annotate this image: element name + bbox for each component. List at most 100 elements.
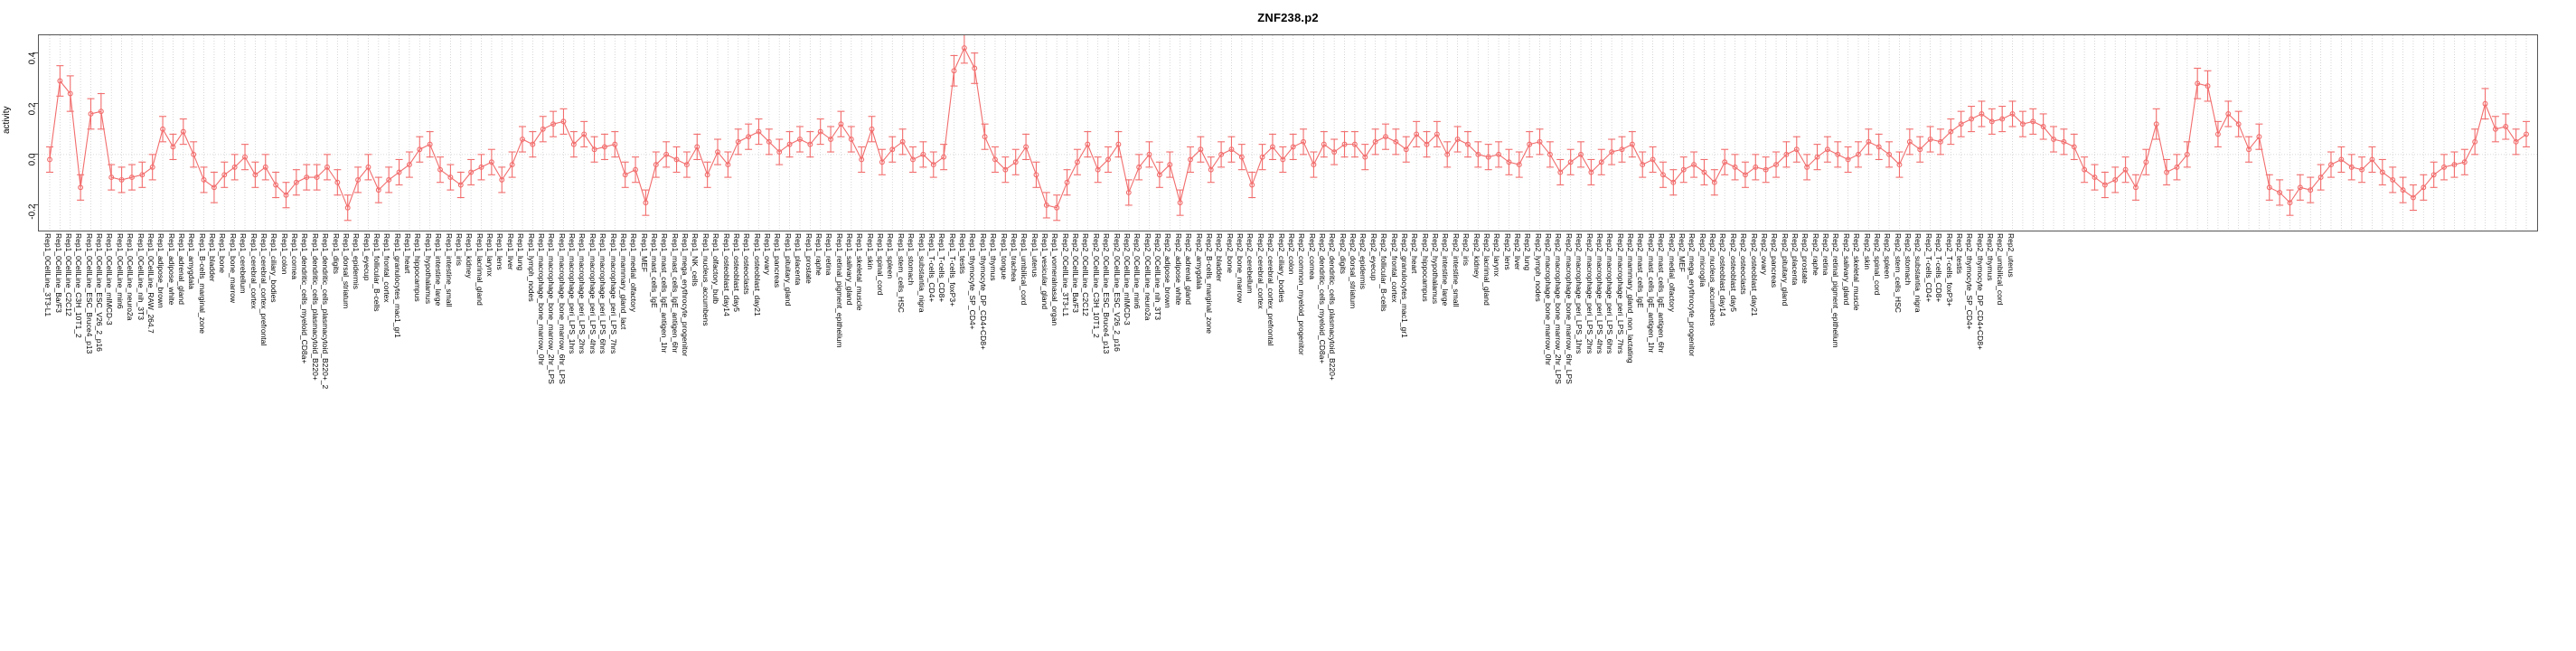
x-tick-label: Rep2_osteoblast_day14 [1718,233,1728,316]
x-tick-label: Rep1_0CellLine_nih_3T3 [136,233,146,320]
x-tick-label: Rep1_bone [218,233,228,273]
x-tick-label: Rep1_ovary [763,233,773,275]
x-tick-label: Rep1_0CellLine_RAW_264.7 [146,233,155,334]
x-tick-label: Rep2_prostate [1800,233,1810,284]
x-tick-label: Rep2_osteoblast_day21 [1749,233,1759,316]
x-tick-label: Rep1_pancreas [773,233,783,288]
x-tick-label: Rep2_microglia [1697,233,1707,288]
x-tick-label: Rep1_0CellLine_ESC_Bruce4_p13 [84,233,94,354]
x-tick-label: Rep1_trachea [1009,233,1019,282]
x-tick-label: Rep1_bladder [208,233,218,282]
x-tick-label: Rep1_dendritic_cells_myeloid_CD8a+ [300,233,310,364]
x-tick-label: Rep2_granulocytes_mac1_gr1 [1399,233,1409,338]
y-tick-mark [33,203,38,205]
x-tick-label: Rep1_spinal_cord [876,233,886,296]
x-tick-label: Rep1_stomach [907,233,917,286]
x-tick-label: Rep2_retinal_pigment_epithelium [1831,233,1841,348]
x-tick-label: Rep1_B-cells_marginal_zone [197,233,207,335]
x-tick-label: Rep1_vesicular_gland [1040,233,1050,310]
x-tick-label: Rep2_bladder [1215,233,1225,282]
x-tick-label: Rep2_adipose_brown [1163,233,1173,308]
x-tick-label: Rep2_0CellLine_C3H_10T1_2 [1091,233,1101,338]
y-tick-label: 0.4 [27,52,38,65]
x-tick-label: Rep1_pituitary_gland [783,233,793,307]
x-tick-label: Rep1_kidney [465,233,475,278]
x-tick-label: Rep1_dorsal_striatum [341,233,351,309]
x-tick-label: Rep1_macrophage_peri_LPS_2hrs [578,233,588,354]
x-tick-label: Rep1_liver [505,233,515,270]
x-tick-label: Rep2_T-cells_CD4+ [1923,233,1933,303]
y-tick-mark [33,153,38,155]
x-tick-label: Rep1_osteoclasts [742,233,752,295]
x-tick-label: Rep2_macrophage_peri_LPS_1hrs [1575,233,1584,354]
y-tick-mark [33,102,38,104]
x-tick-label: Rep1_thymus [989,233,999,281]
x-tick-label: Rep2_umbilical_cord [1996,233,2006,306]
x-tick-label: Rep2_0CellLine_mIMCD-3 [1122,233,1132,326]
x-tick-label: Rep1_hippocampus [413,233,423,302]
x-tick-label: Rep2_spleen [1883,233,1893,279]
x-tick-label: Rep2_mega_erythrocyte_progenitor [1688,233,1697,357]
x-tick-label: Rep2_T-cells_CD8+ [1934,233,1944,303]
x-tick-label: Rep2_T-cells_foxP3+ [1944,233,1954,307]
x-tick-label: Rep2_stomach [1904,233,1913,286]
x-tick-label: Rep2_larynx [1492,233,1502,277]
x-tick-label: Rep2_mast_cells_IgE [1636,233,1646,308]
x-tick-label: Rep2_macrophage_peri_LPS_7hrs [1615,233,1625,354]
x-tick-label: Rep1_raphe [813,233,823,276]
x-tick-label: Rep1_testis [958,233,968,274]
x-tick-label: Rep1_salivary_gland [845,233,854,306]
x-tick-label: Rep1_0CellLine_Ba/F3 [53,233,63,313]
x-tick-label: Rep1_granulocytes_mac1_gr1 [392,233,402,338]
x-tick-label: Rep1_mast_cells_IgE [649,233,659,308]
x-tick-label: Rep1_mast_cells_IgE_antigen_6hr [670,233,680,354]
x-tick-label: Rep1_macrophage_bone_marrow_0hr [536,233,546,366]
x-tick-label: Rep1_macrophage_bone_marrow_2hr_LPS [547,233,557,384]
x-tick-label: Rep1_prostate [804,233,813,284]
x-tick-label: Rep1_lacrimal_gland [475,233,484,306]
x-tick-label: Rep2_testis [1954,233,1964,274]
x-tick-label: Rep2_mammary_gland_non_lactating [1626,233,1636,363]
x-tick-label: Rep2_0CellLine_min6 [1133,233,1142,309]
x-tick-label: Rep1_T-cells_CD4+ [926,233,936,303]
x-tick-label: Rep1_osteoblast_day21 [752,233,762,316]
x-tick-label: Rep1_intestine_large [434,233,444,307]
x-tick-label: Rep2_lung [1523,233,1533,271]
x-tick-label: Rep2_thymus [1985,233,1995,281]
x-tick-label: Rep2_intestine_small [1451,233,1461,307]
x-tick-label: Rep2_0CellLine_ESC_Bruce4_p13 [1102,233,1112,354]
x-tick-label: Rep2_adipose_white [1173,233,1183,306]
x-tick-label: Rep1_macrophage_peri_LPS_6hrs [598,233,608,354]
x-tick-label: Rep1_tongue [999,233,1009,280]
x-tick-label: Rep1_osteoblast_day14 [721,233,731,316]
y-tick: -0.2 [5,199,38,219]
x-tick-label: Rep2_0CellLine_Ba/F3 [1071,233,1081,313]
x-tick-label: Rep1_digits [331,233,341,274]
x-tick-label: Rep1_macrophage_peri_LPS_7hrs [608,233,618,354]
x-tick-label: Rep2_nucleus_accumbens [1708,233,1718,326]
x-tick-label: Rep1_0CellLine_C3H_10T1_2 [74,233,84,338]
x-tick-label: Rep2_pancreas [1770,233,1780,288]
x-tick-label: Rep1_epidermis [352,233,362,289]
x-tick-label: Rep1_retina [824,233,834,276]
x-tick-label: Rep1_ciliary_bodies [269,233,279,303]
x-tick-label: Rep1_mast_cells_IgE_antigen_1hr [660,233,670,354]
x-tick-label: Rep2_placenta [1790,233,1800,286]
x-tick-label: Rep2_bone_marrow [1236,233,1246,304]
x-tick-label: Rep1_lens [495,233,505,270]
y-tick: 0.2 [5,98,38,115]
x-tick-label: Rep2_heart [1410,233,1420,274]
x-tick-label: Rep1_substantia_nigra [917,233,926,313]
x-tick-label: Rep2_salivary_gland [1841,233,1851,306]
x-tick-label: Rep1_olfactory_bulb [711,233,721,304]
x-tick-label: Rep1_frontal_cortex [382,233,392,303]
gridlines [39,35,2537,231]
x-tick-label: Rep2_0CellLine_nih_3T3 [1153,233,1163,320]
x-tick-label: Rep2_hippocampus [1420,233,1430,302]
x-tick-label: Rep1_0CellLine_neuro2a [126,233,136,321]
x-tick-label: Rep2_lens [1502,233,1512,270]
x-tick-label: Rep2_macrophage_peri_LPS_4hrs [1594,233,1604,354]
x-tick-label: Rep2_mast_cells_IgE_antigen_1hr [1646,233,1656,354]
x-tick-label: Rep1_cerebellum [239,233,249,294]
